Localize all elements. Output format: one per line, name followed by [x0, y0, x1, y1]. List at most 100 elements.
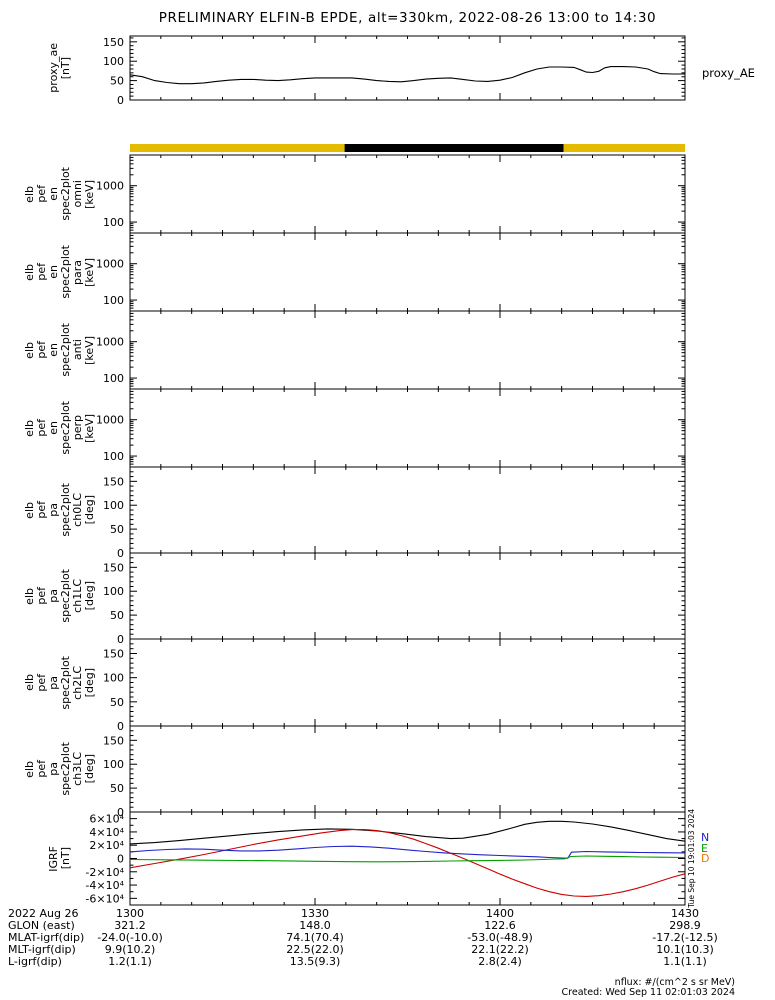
axis-tick-label: 1000: [96, 414, 124, 427]
axis-tick-label: 50: [110, 523, 124, 536]
panel-frame-en_spec_perp: [129, 388, 686, 468]
axis-tick-label: 0: [117, 806, 124, 819]
y-axis-label-proxy_ae: proxy_ae [nT]: [16, 36, 104, 100]
ephemeris-value: 1400: [486, 907, 514, 920]
ephemeris-row-label: L-igrf(dip): [8, 955, 62, 968]
axis-tick-label: 1000: [96, 180, 124, 193]
ephemeris-value: 10.1(10.3): [656, 943, 714, 956]
ephemeris-value: -24.0(-10.0): [97, 931, 163, 944]
ephemeris-value: 2.8(2.4): [478, 955, 522, 968]
ephemeris-value: 1300: [116, 907, 144, 920]
y-axis-label-line: [keV]: [83, 179, 96, 209]
axis-tick-label: 150: [103, 561, 124, 574]
y-axis-label-line: [deg]: [83, 581, 96, 611]
axis-tick-label: 100: [103, 758, 124, 771]
y-axis-label-en_spec_para: elb pef en spec2plot para [keV]: [16, 233, 104, 311]
ephemeris-row-label: MLT-igrf(dip): [8, 943, 76, 956]
ephemeris-value: 298.9: [669, 919, 701, 932]
status-bar-segment: [344, 144, 564, 152]
y-axis-label-line: [deg]: [83, 667, 96, 698]
y-axis-label-line: [nT]: [59, 56, 72, 80]
y-axis-label-line: [keV]: [83, 413, 96, 443]
axis-tick-label: 50: [110, 75, 124, 88]
ephemeris-value: 22.1(22.2): [471, 943, 529, 956]
panel-frame-proxy_ae: [129, 35, 686, 101]
axis-tick-label: 100: [103, 372, 124, 385]
panel-frame-pa_spec_ch3LC: [129, 725, 686, 813]
axis-tick-label: 100: [103, 585, 124, 598]
axis-tick-label: 6×10⁴: [89, 813, 124, 826]
axis-tick-label: 100: [103, 55, 124, 68]
ephemeris-value: 1.2(1.1): [108, 955, 152, 968]
ephemeris-value: -17.2(-12.5): [652, 931, 718, 944]
panel-frame-pa_spec_ch0LC: [129, 466, 686, 554]
ephemeris-value: 1430: [671, 907, 699, 920]
axis-tick-label: 0: [117, 94, 124, 107]
y-axis-label-igrf: IGRF [nT]: [16, 812, 104, 905]
ephemeris-row-label: MLAT-igrf(dip): [8, 931, 85, 944]
axis-tick-label: 100: [103, 499, 124, 512]
axis-tick-label: 0: [117, 853, 124, 866]
axis-tick-label: 50: [110, 782, 124, 795]
axis-tick-label: 100: [103, 216, 124, 229]
y-axis-label-pa_spec_ch2LC: elb pef pa spec2plot ch2LC [deg]: [16, 639, 104, 726]
ephemeris-value: 321.2: [114, 919, 146, 932]
ephemeris-value: 22.5(22.0): [286, 943, 344, 956]
series-igrf_n: [129, 845, 686, 859]
ephemeris-value: 13.5(9.3): [289, 955, 341, 968]
axis-tick-label: 50: [110, 696, 124, 709]
ephemeris-value: 74.1(70.4): [286, 931, 344, 944]
axis-tick-label: 150: [103, 475, 124, 488]
y-axis-label-pa_spec_ch0LC: elb pef pa spec2plot ch0LC [deg]: [16, 467, 104, 553]
ephemeris-value: 148.0: [299, 919, 331, 932]
y-axis-label-en_spec_anti: elb pef en spec2plot anti [keV]: [16, 311, 104, 389]
created-note: Created: Wed Sep 11 02:01:03 2024: [561, 987, 735, 998]
y-axis-label-line: [nT]: [59, 847, 72, 870]
series-igrf_d: [129, 829, 686, 897]
nflux-units-note: nflux: #/(cm^2 s sr MeV): [614, 977, 735, 988]
ephemeris-value: 122.6: [484, 919, 516, 932]
axis-tick-label: 0: [117, 633, 124, 646]
axis-tick-label: 0: [117, 547, 124, 560]
axis-tick-label: 150: [103, 36, 124, 49]
y-axis-label-en_spec_perp: elb pef en spec2plot perp [keV]: [16, 389, 104, 467]
axis-tick-label: 150: [103, 734, 124, 747]
ephemeris-value: 9.9(10.2): [104, 943, 156, 956]
y-axis-label-line: [keV]: [83, 257, 96, 287]
axis-tick-label: 100: [103, 672, 124, 685]
panel-frame-en_spec_omni: [129, 154, 686, 234]
axis-tick-label: 1000: [96, 258, 124, 271]
panel-frame-en_spec_anti: [129, 310, 686, 390]
ephemeris-value: -53.0(-48.9): [467, 931, 533, 944]
series-igrf_total: [129, 820, 686, 845]
panel-frame-pa_spec_ch1LC: [129, 552, 686, 640]
igrf-legend-d: D: [701, 852, 710, 865]
y-axis-label-pa_spec_ch3LC: elb pef pa spec2plot ch3LC [deg]: [16, 726, 104, 812]
ephemeris-row-label: GLON (east): [8, 919, 75, 932]
ephemeris-value: 1330: [301, 907, 329, 920]
panel-frame-en_spec_para: [129, 232, 686, 312]
y-axis-label-pa_spec_ch1LC: elb pef pa spec2plot ch1LC [deg]: [16, 553, 104, 639]
ephemeris-value: 1.1(1.1): [663, 955, 707, 968]
status-bar-segment: [130, 144, 345, 152]
proxy-ae-series-label: proxy_AE: [702, 66, 755, 80]
series-proxy_ae: [129, 66, 685, 85]
axis-tick-label: 1000: [96, 336, 124, 349]
axis-tick-label: -2×10⁴: [85, 866, 124, 879]
y-axis-label-line: [keV]: [83, 335, 96, 365]
panel-frame-pa_spec_ch2LC: [129, 638, 686, 727]
plot-generation-timestamp: Tue Sep 10 19:01:03 2024: [687, 809, 696, 908]
y-axis-label-line: [deg]: [83, 754, 96, 784]
axis-tick-label: 4×10⁴: [89, 826, 124, 839]
y-axis-label-en_spec_omni: elb pef en spec2plot omni [keV]: [16, 155, 104, 233]
ephemeris-row-label: 2022 Aug 26: [8, 907, 79, 920]
series-igrf_e: [129, 855, 686, 863]
axis-tick-label: -6×10⁴: [85, 892, 124, 905]
status-bar-segment: [563, 144, 685, 152]
axis-tick-label: 2×10⁴: [89, 839, 124, 852]
axis-tick-label: 100: [103, 450, 124, 463]
axis-tick-label: -4×10⁴: [85, 879, 124, 892]
